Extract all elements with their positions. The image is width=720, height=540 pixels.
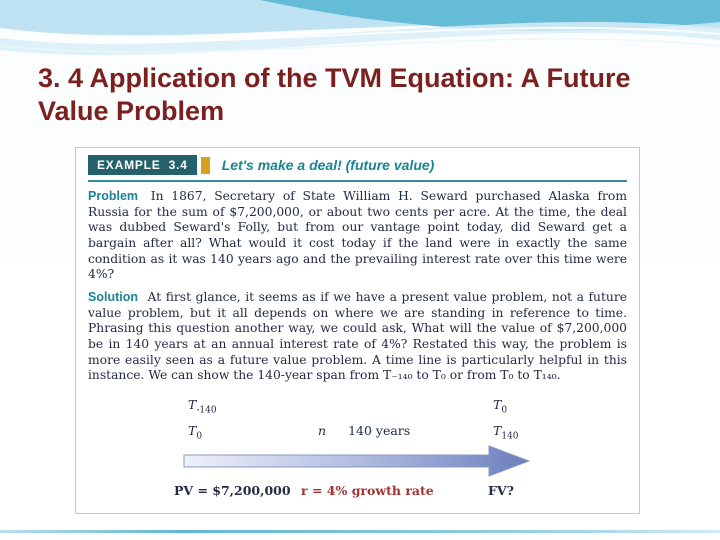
example-badge: EXAMPLE 3.4 — [88, 155, 197, 175]
pv-label: PV = $7,200,000 — [174, 482, 291, 498]
problem-label: Problem — [88, 189, 139, 203]
example-figure: EXAMPLE 3.4 Let's make a deal! (future v… — [75, 147, 640, 514]
timeline-label-t140: T140 — [493, 422, 519, 442]
example-badge-number: 3.4 — [168, 158, 188, 172]
timeline-diagram: T-140 T0 T0 n 140 years T140 — [88, 397, 627, 503]
problem-paragraph: Problem In 1867, Secretary of State Will… — [88, 189, 627, 283]
solution-paragraph: Solution At first glance, it seems as if… — [88, 290, 627, 384]
timeline-label-t-minus-140: T-140 — [188, 396, 217, 416]
solution-text: At first glance, it seems as if we have … — [88, 289, 627, 383]
years-label: 140 years — [348, 422, 411, 438]
bottom-accent-line — [0, 530, 720, 533]
example-heading: Let's make a deal! (future value) — [221, 157, 435, 173]
n-symbol: n — [318, 422, 327, 438]
timeline-arrow — [183, 445, 531, 477]
solution-label: Solution — [88, 289, 138, 304]
timeline-label-t0-mid: T0 — [188, 422, 203, 442]
problem-text: In 1867, Secretary of State William H. S… — [88, 189, 627, 282]
top-wave-decoration — [0, 0, 720, 56]
fv-label: FV? — [488, 482, 514, 498]
gold-accent-bar — [200, 156, 210, 174]
slide-title: 3. 4 Application of the TVM Equation: A … — [38, 63, 631, 126]
example-header: EXAMPLE 3.4 Let's make a deal! (future v… — [88, 155, 627, 175]
timeline-n-years: n 140 years — [318, 423, 410, 438]
timeline-label-t0-top: T0 — [493, 396, 508, 416]
example-badge-label: EXAMPLE — [97, 158, 161, 172]
header-divider — [88, 180, 627, 182]
growth-rate-label: r = 4% growth rate — [301, 482, 434, 498]
